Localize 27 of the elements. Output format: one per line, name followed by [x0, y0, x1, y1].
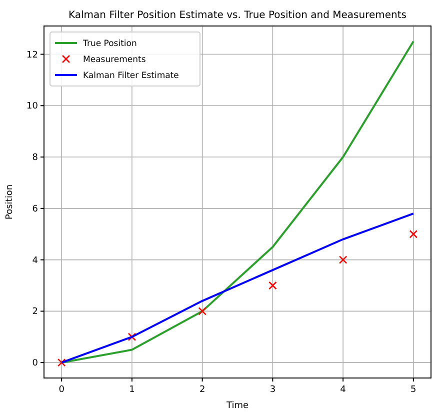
y-tick-label: 6 — [32, 204, 38, 214]
point — [198, 307, 206, 316]
x-tick-label: 0 — [58, 385, 65, 395]
y-tick-label: 2 — [32, 307, 38, 318]
chart-title: Kalman Filter Position Estimate vs. True Position and Measurements — [68, 10, 406, 21]
legend-label: True Position — [82, 39, 137, 49]
line-series — [60, 212, 414, 364]
point — [338, 256, 348, 264]
legend-label: Kalman Filter Estimate — [83, 71, 179, 81]
point — [409, 230, 418, 238]
y-tick-label: 0 — [32, 358, 38, 369]
line-series — [60, 40, 414, 364]
y-tick-label: 10 — [26, 102, 38, 112]
y-tick-label: 12 — [26, 50, 38, 60]
x-tick-label: 1 — [129, 385, 135, 395]
x-tick-label: 4 — [340, 385, 346, 395]
y-axis-title: Position — [5, 184, 15, 220]
point — [128, 332, 136, 342]
y-tick-label: 4 — [32, 256, 38, 266]
x-tick-label: 2 — [199, 385, 206, 395]
x-tick-label: 3 — [270, 385, 276, 395]
point — [57, 358, 66, 367]
x-tick-label: 5 — [410, 385, 416, 395]
point — [268, 281, 277, 290]
x-axis-title: Time — [225, 401, 249, 411]
legend-label: Measurements — [83, 55, 146, 65]
y-tick-label: 8 — [32, 153, 38, 164]
